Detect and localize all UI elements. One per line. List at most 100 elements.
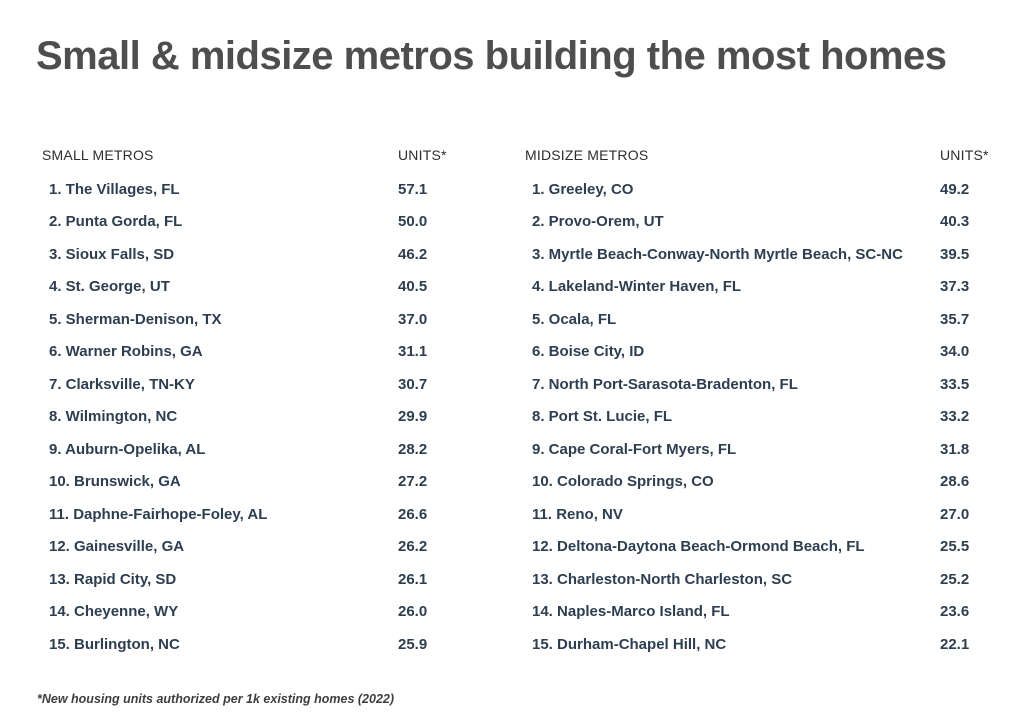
metro-name: 1. The Villages, FL	[49, 180, 180, 198]
metro-name: 12. Gainesville, GA	[49, 538, 185, 556]
units-value: 23.6	[940, 603, 970, 621]
metro-name: 14. Cheyenne, WY	[49, 603, 179, 621]
table-row: 11. Reno, NV 27.0	[525, 498, 990, 531]
table-row: 8. Port St. Lucie, FL 33.2	[525, 401, 990, 434]
units-value: 25.9	[398, 635, 428, 653]
metro-name: 3. Sioux Falls, SD	[49, 245, 175, 263]
table-row: 9. Cape Coral-Fort Myers, FL 31.8	[525, 433, 990, 466]
table-row: 1. Greeley, CO 49.2	[525, 173, 990, 206]
metro-name: 7. North Port-Sarasota-Bradenton, FL	[532, 375, 798, 393]
metro-name: 2. Punta Gorda, FL	[49, 213, 183, 231]
units-value: 30.7	[398, 375, 428, 393]
units-value: 46.2	[398, 245, 428, 263]
units-value: 34.0	[940, 343, 970, 361]
table-row: 8. Wilmington, NC 29.9	[42, 401, 462, 434]
table-row: 15. Burlington, NC 25.9	[42, 628, 462, 661]
midsize-metros-header: MIDSIZE METROS	[525, 147, 649, 163]
metro-name: 7. Clarksville, TN-KY	[49, 375, 195, 393]
metro-name: 5. Ocala, FL	[532, 310, 617, 328]
table-row: 14. Naples-Marco Island, FL 23.6	[525, 596, 990, 629]
units-value: 26.0	[398, 603, 428, 621]
metro-name: 2. Provo-Orem, UT	[532, 213, 664, 231]
metro-name: 15. Burlington, NC	[49, 635, 180, 653]
metro-name: 4. Lakeland-Winter Haven, FL	[532, 278, 742, 296]
metro-name: 12. Deltona-Daytona Beach-Ormond Beach, …	[532, 538, 865, 556]
table-row: 4. St. George, UT 40.5	[42, 271, 462, 304]
table-row: 1. The Villages, FL 57.1	[42, 173, 462, 206]
units-value: 50.0	[398, 213, 428, 231]
small-metros-header: SMALL METROS	[42, 147, 154, 163]
units-value: 28.2	[398, 440, 428, 458]
units-value: 25.5	[940, 538, 970, 556]
units-value: 33.2	[940, 408, 970, 426]
table-row: 6. Boise City, ID 34.0	[525, 336, 990, 369]
small-metros-units-header: UNITS*	[398, 147, 447, 163]
units-value: 25.2	[940, 570, 970, 588]
midsize-metros-rows: 1. Greeley, CO 49.2 2. Provo-Orem, UT 40.3 3…	[525, 173, 990, 661]
metro-name: 9. Cape Coral-Fort Myers, FL	[532, 440, 737, 458]
table-row: 5. Ocala, FL 35.7	[525, 303, 990, 336]
units-value: 29.9	[398, 408, 428, 426]
table-row: 4. Lakeland-Winter Haven, FL 37.3	[525, 271, 990, 304]
table-row: 15. Durham-Chapel Hill, NC 22.1	[525, 628, 990, 661]
units-value: 28.6	[940, 473, 970, 491]
metro-name: 5. Sherman-Denison, TX	[49, 310, 222, 328]
table-row: 3. Myrtle Beach-Conway-North Myrtle Beac…	[525, 238, 990, 271]
metro-name: 6. Warner Robins, GA	[49, 343, 203, 361]
metro-name: 11. Daphne-Fairhope-Foley, AL	[49, 505, 268, 523]
metro-name: 6. Boise City, ID	[532, 343, 645, 361]
table-row: 7. North Port-Sarasota-Bradenton, FL 33.5	[525, 368, 990, 401]
metro-name: 10. Brunswick, GA	[49, 473, 181, 491]
footnote: *New housing units authorized per 1k exi…	[37, 692, 395, 706]
units-value: 33.5	[940, 375, 970, 393]
page-title: Small & midsize metros building the most…	[36, 34, 947, 78]
units-value: 57.1	[398, 180, 428, 198]
midsize-metros-header-row: MIDSIZE METROS UNITS*	[525, 147, 990, 167]
metro-name: 14. Naples-Marco Island, FL	[532, 603, 730, 621]
small-metros-rows: 1. The Villages, FL 57.1 2. Punta Gorda, F…	[42, 173, 462, 661]
units-value: 26.6	[398, 505, 428, 523]
table-row: 10. Colorado Springs, CO 28.6	[525, 466, 990, 499]
midsize-metros-units-header: UNITS*	[940, 147, 989, 163]
small-metros-table: SMALL METROS UNITS* 1. The Villages, FL 5…	[42, 147, 462, 661]
units-value: 37.3	[940, 278, 970, 296]
units-value: 31.1	[398, 343, 428, 361]
units-value: 37.0	[398, 310, 428, 328]
metro-name: 3. Myrtle Beach-Conway-North Myrtle Beac…	[532, 245, 903, 263]
table-row: 5. Sherman-Denison, TX 37.0	[42, 303, 462, 336]
units-value: 26.2	[398, 538, 428, 556]
units-value: 40.5	[398, 278, 428, 296]
units-value: 35.7	[940, 310, 970, 328]
units-value: 49.2	[940, 180, 970, 198]
table-row: 12. Gainesville, GA 26.2	[42, 531, 462, 564]
units-value: 40.3	[940, 213, 970, 231]
units-value: 39.5	[940, 245, 970, 263]
metro-name: 4. St. George, UT	[49, 278, 170, 296]
metro-name: 8. Wilmington, NC	[49, 408, 178, 426]
small-metros-header-row: SMALL METROS UNITS*	[42, 147, 462, 167]
metro-name: 1. Greeley, CO	[532, 180, 634, 198]
table-row: 13. Charleston-North Charleston, SC 25.2	[525, 563, 990, 596]
table-row: 12. Deltona-Daytona Beach-Ormond Beach, …	[525, 531, 990, 564]
table-row: 2. Punta Gorda, FL 50.0	[42, 206, 462, 239]
metro-name: 8. Port St. Lucie, FL	[532, 408, 673, 426]
metro-name: 11. Reno, NV	[532, 505, 623, 523]
units-value: 22.1	[940, 635, 970, 653]
units-value: 27.2	[398, 473, 428, 491]
table-row: 2. Provo-Orem, UT 40.3	[525, 206, 990, 239]
table-row: 7. Clarksville, TN-KY 30.7	[42, 368, 462, 401]
table-row: 14. Cheyenne, WY 26.0	[42, 596, 462, 629]
units-value: 26.1	[398, 570, 428, 588]
metro-name: 13. Rapid City, SD	[49, 570, 177, 588]
metro-name: 10. Colorado Springs, CO	[532, 473, 714, 491]
table-row: 11. Daphne-Fairhope-Foley, AL 26.6	[42, 498, 462, 531]
metro-name: 13. Charleston-North Charleston, SC	[532, 570, 793, 588]
table-row: 10. Brunswick, GA 27.2	[42, 466, 462, 499]
table-row: 13. Rapid City, SD 26.1	[42, 563, 462, 596]
table-row: 3. Sioux Falls, SD 46.2	[42, 238, 462, 271]
table-row: 6. Warner Robins, GA 31.1	[42, 336, 462, 369]
table-row: 9. Auburn-Opelika, AL 28.2	[42, 433, 462, 466]
metro-name: 15. Durham-Chapel Hill, NC	[532, 635, 727, 653]
units-value: 31.8	[940, 440, 970, 458]
metro-name: 9. Auburn-Opelika, AL	[49, 440, 206, 458]
